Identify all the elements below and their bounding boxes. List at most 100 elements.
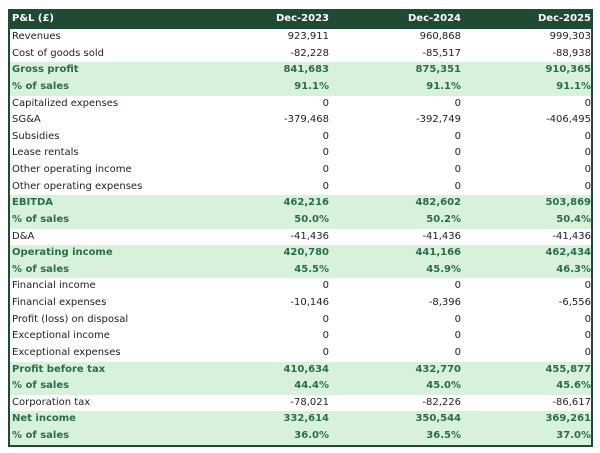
table-row: % of sales 44.4% 45.0% 45.6% [10, 378, 591, 395]
row-label: D&A [12, 230, 35, 242]
row-value: 455,877 [545, 363, 591, 375]
row-label: Gross profit [12, 64, 79, 76]
row-value: 875,351 [415, 64, 461, 76]
row-value: -392,749 [416, 114, 461, 126]
row-value: -379,468 [284, 114, 329, 126]
row-value: 923,911 [287, 31, 329, 42]
table-row: Corporation tax -78,021 -82,226 -86,617 [10, 395, 591, 412]
row-value: 350,544 [415, 413, 461, 425]
row-label: SG&A [12, 114, 41, 126]
row-value: 45.6% [556, 380, 591, 392]
row-value: -88,938 [552, 47, 591, 59]
header-col-dec-2024: Dec-2024 [408, 13, 461, 24]
row-label: % of sales [12, 213, 70, 225]
row-value: 0 [322, 147, 329, 159]
row-value: -41,436 [422, 230, 461, 242]
row-value: -78,021 [290, 396, 329, 408]
row-value: 0 [454, 130, 461, 142]
row-value: 0 [322, 346, 329, 358]
header-label: P&L (£) [12, 13, 55, 24]
row-value: 910,365 [545, 64, 591, 76]
table-header: P&L (£) Dec-2023 Dec-2024 Dec-2025 [10, 9, 591, 29]
row-value: 45.5% [294, 263, 329, 275]
row-value: 0 [584, 280, 591, 292]
table-row: Profit (loss) on disposal 0 0 0 [10, 312, 591, 329]
row-label: Financial expenses [12, 297, 107, 308]
table-row: EBITDA 462,216 482,602 503,869 [10, 195, 591, 212]
row-value: 46.3% [556, 263, 591, 275]
row-value: 36.5% [426, 430, 461, 441]
row-label: Profit (loss) on disposal [12, 313, 129, 325]
row-label: Exceptional income [12, 330, 110, 342]
row-label: Capitalized expenses [12, 97, 119, 109]
table-row: D&A -41,436 -41,436 -41,436 [10, 229, 591, 246]
table-row: % of sales 45.5% 45.9% 46.3% [10, 261, 591, 279]
table-row: Financial expenses -10,146 -8,396 -6,556 [10, 295, 591, 312]
row-value: 36.0% [294, 430, 329, 441]
row-label: Subsidies [12, 130, 60, 142]
row-value: 50.2% [426, 213, 461, 225]
table-row: Gross profit 841,683 875,351 910,365 [10, 62, 591, 79]
table-row: Other operating income 0 0 0 [10, 162, 591, 179]
table-row: Revenues 923,911 960,868 999,303 [10, 29, 591, 46]
table-row: Capitalized expenses 0 0 0 [10, 96, 591, 113]
row-value: -82,228 [290, 47, 329, 59]
row-value: 0 [322, 313, 329, 325]
row-value: 44.4% [294, 380, 329, 392]
row-value: 482,602 [415, 197, 461, 209]
table-row: Profit before tax 410,634 432,770 455,877 [10, 361, 591, 379]
row-label: Other operating expenses [12, 180, 143, 192]
table-row: Net income 332,614 350,544 369,261 [10, 411, 591, 428]
row-value: -41,436 [552, 230, 591, 242]
table-row: % of sales 36.0% 36.5% 37.0% [10, 428, 591, 445]
table-row: SG&A -379,468 -392,749 -406,495 [10, 112, 591, 129]
row-value: 0 [584, 164, 591, 175]
row-value: 91.1% [556, 80, 591, 92]
row-label: Exceptional expenses [12, 346, 121, 358]
row-value: 50.0% [294, 213, 329, 225]
row-value: 45.0% [426, 380, 461, 392]
row-value: 0 [322, 130, 329, 142]
row-value: 462,216 [283, 197, 329, 209]
table-row: Subsidies 0 0 0 [10, 129, 591, 146]
row-value: 91.1% [426, 80, 461, 92]
row-label: Profit before tax [12, 363, 106, 375]
row-value: 420,780 [283, 247, 329, 259]
table-body: Revenues 923,911 960,868 999,303 Cost of goo… [10, 29, 591, 445]
row-value: 0 [454, 346, 461, 358]
row-value: 0 [454, 97, 461, 109]
table-row: Exceptional income 0 0 0 [10, 328, 591, 345]
row-value: 0 [584, 346, 591, 358]
row-label: Operating income [12, 247, 113, 259]
row-value: 0 [322, 330, 329, 342]
row-label: Cost of goods sold [12, 47, 105, 59]
row-value: 37.0% [556, 430, 591, 441]
table-row: Financial income 0 0 0 [10, 278, 591, 295]
row-label: % of sales [12, 263, 70, 275]
row-value: 0 [454, 180, 461, 192]
row-value: 503,869 [545, 197, 591, 209]
row-value: 0 [322, 280, 329, 292]
row-value: 0 [584, 330, 591, 342]
row-value: 45.9% [426, 263, 461, 275]
row-value: 332,614 [283, 413, 329, 425]
row-value: -10,146 [290, 297, 329, 308]
row-label: % of sales [12, 430, 70, 441]
table-row: Lease rentals 0 0 0 [10, 145, 591, 162]
row-value: 0 [584, 147, 591, 159]
row-value: 960,868 [419, 31, 461, 42]
row-value: 0 [454, 280, 461, 292]
row-value: 999,303 [549, 31, 591, 42]
row-value: 0 [584, 180, 591, 192]
row-value: 0 [322, 97, 329, 109]
row-value: 369,261 [545, 413, 591, 425]
row-value: 0 [584, 313, 591, 325]
row-label: % of sales [12, 80, 70, 92]
row-label: Other operating income [12, 164, 132, 175]
pnl-table: P&L (£) Dec-2023 Dec-2024 Dec-2025 Reven… [8, 9, 593, 447]
row-value: -406,495 [546, 114, 591, 126]
row-value: 0 [454, 147, 461, 159]
row-value: 0 [322, 164, 329, 175]
table-row: Exceptional expenses 0 0 0 [10, 345, 591, 362]
row-label: EBITDA [12, 197, 54, 209]
